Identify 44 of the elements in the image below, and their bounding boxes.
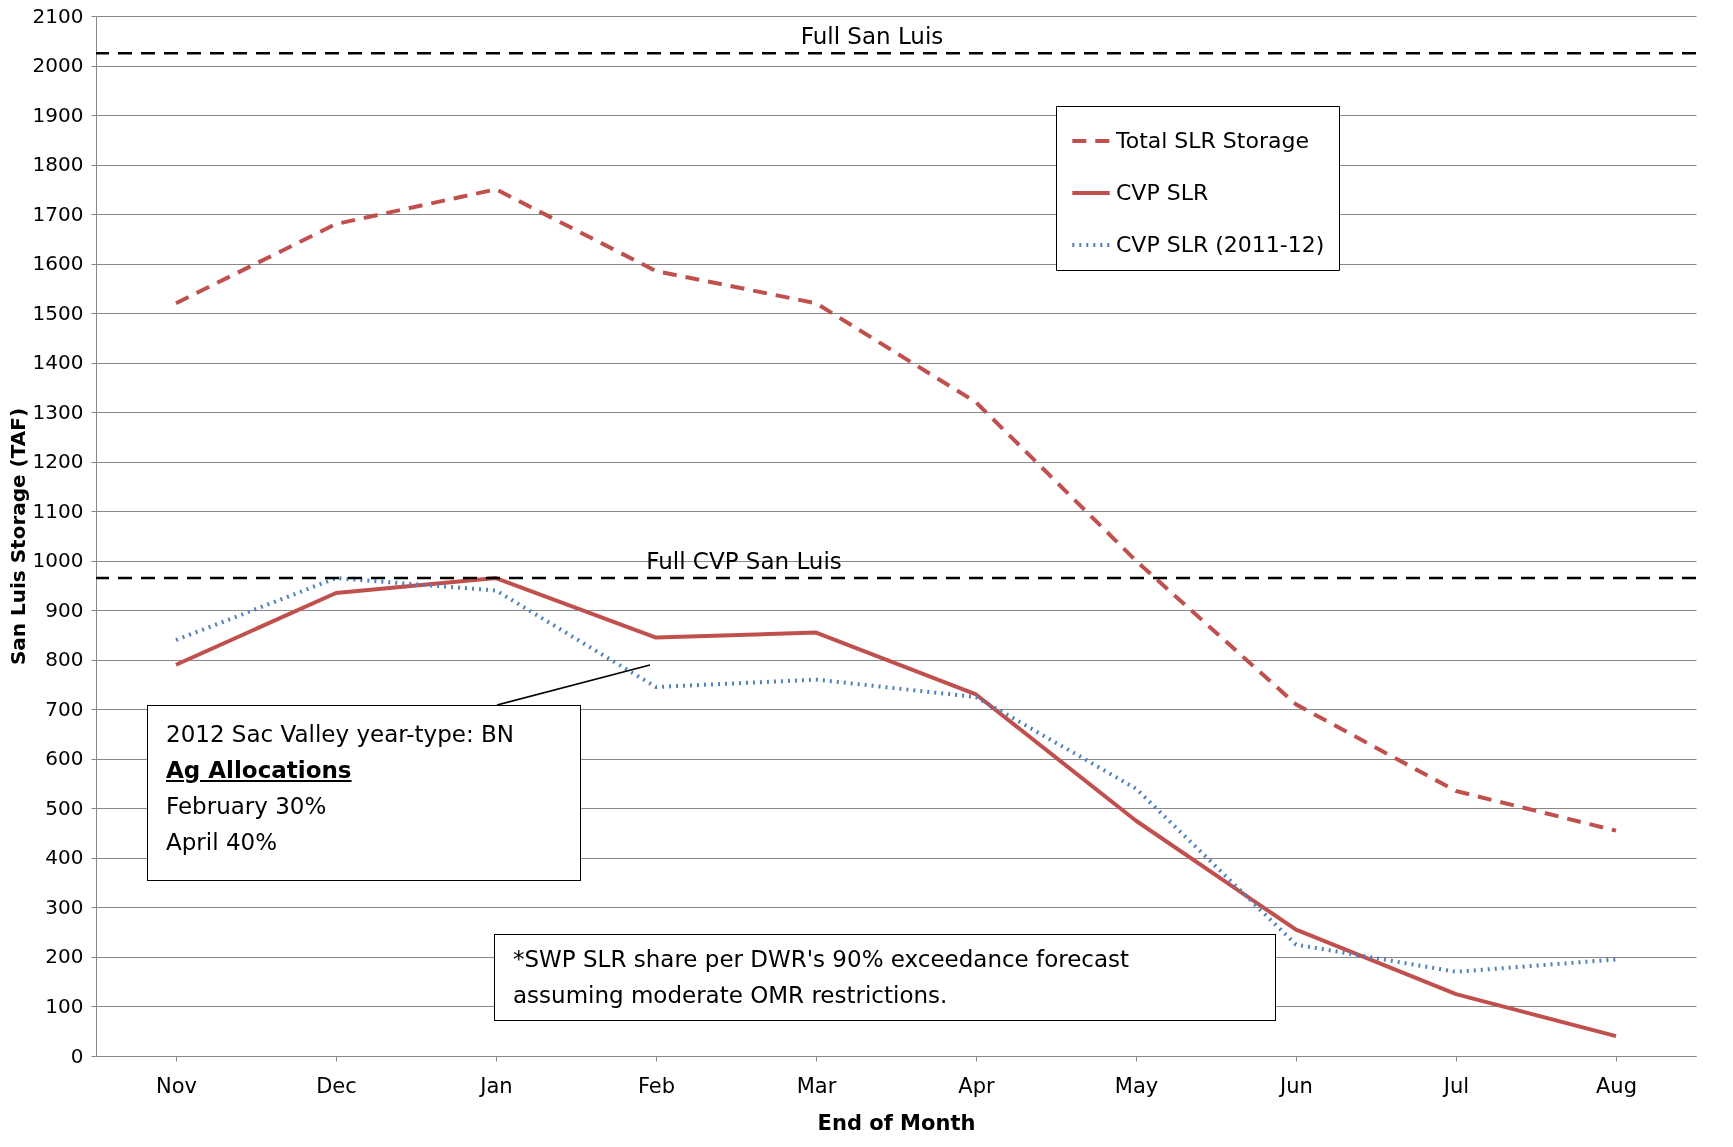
y-tick-label: 2000 [32, 53, 84, 78]
note-box: *SWP SLR share per DWR's 90% exceedance forecast assuming moderate OMR restrictions. [494, 934, 1276, 1021]
legend-label: CVP SLR (2011-12) [1116, 232, 1325, 257]
x-tick-label: Jul [1441, 1073, 1470, 1098]
annotation: April 40% [166, 828, 278, 857]
x-tick-label: Jun [1278, 1073, 1313, 1098]
legend-label: Total SLR Storage [1115, 128, 1309, 153]
y-tick-label: 400 [45, 845, 84, 870]
y-tick-label: 800 [45, 647, 84, 672]
x-tick-label: Nov [156, 1073, 197, 1098]
y-tick-label: 500 [45, 795, 84, 820]
y-axis-title: San Luis Storage (TAF) [5, 407, 30, 666]
x-tick-label: Mar [796, 1073, 837, 1098]
y-tick-label: 1800 [32, 152, 84, 177]
y-tick-label: 1700 [32, 201, 84, 226]
x-tick-label: Dec [316, 1073, 357, 1098]
x-tick-label: Feb [637, 1073, 676, 1098]
annotation: February 30% [166, 792, 328, 821]
x-tick-label: Apr [958, 1073, 996, 1098]
y-tick-label: 1600 [32, 251, 84, 276]
ref-line-label: Full San Luis [800, 23, 944, 50]
y-tick-label: 1000 [32, 548, 84, 573]
y-tick-label: 1900 [32, 102, 84, 127]
y-tick-label: 1200 [32, 449, 84, 474]
y-tick-label: 700 [45, 696, 84, 721]
legend-label: CVP SLR [1116, 180, 1209, 205]
annotation: Ag Allocations [166, 756, 353, 785]
y-tick-label: 1400 [32, 350, 84, 375]
y-tick-label: 1100 [32, 498, 84, 523]
x-tick-label: May [1114, 1073, 1159, 1098]
y-tick-label: 200 [45, 944, 84, 969]
y-tick-label: 900 [45, 597, 84, 622]
y-tick-label: 1500 [32, 300, 84, 325]
y-tick-label: 0 [70, 1043, 84, 1068]
ref-line-label: Full CVP San Luis [646, 548, 842, 575]
y-tick-label: 300 [45, 894, 84, 919]
y-tick-label: 1300 [32, 399, 84, 424]
y-tick-label: 100 [45, 993, 84, 1018]
x-axis-title: End of Month [817, 1110, 976, 1135]
y-tick-label: 2100 [32, 3, 84, 28]
x-tick-label: Aug [1595, 1073, 1638, 1098]
x-tick-label: Jan [478, 1073, 513, 1098]
y-tick-label: 600 [45, 746, 84, 771]
annotation: 2012 Sac Valley year-type: BN [166, 720, 515, 749]
